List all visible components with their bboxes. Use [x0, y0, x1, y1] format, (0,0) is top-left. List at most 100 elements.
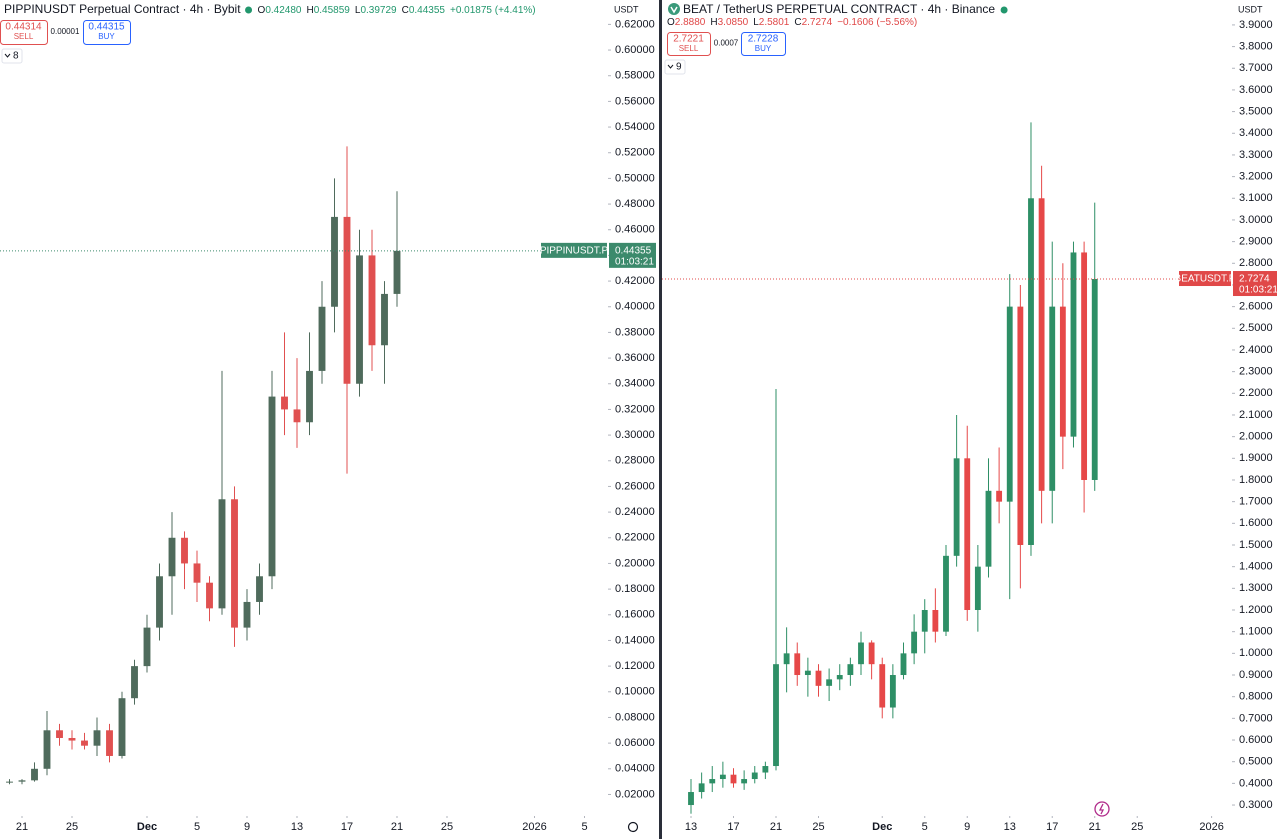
- candle-body: [953, 458, 960, 556]
- candle-body: [318, 306, 326, 371]
- y-tick-label: 1.7000: [1239, 496, 1273, 508]
- y-tick-label: 0.46000: [615, 224, 655, 236]
- candle-body: [1081, 252, 1088, 480]
- ohlc-value: 0.42480: [265, 5, 302, 16]
- x-tick-label: 17: [341, 821, 353, 833]
- x-tick-label: 21: [1089, 821, 1101, 833]
- buy-button[interactable]: [741, 32, 786, 56]
- y-tick-label: 0.04000: [615, 763, 655, 775]
- y-tick-label: 0.58000: [615, 70, 655, 82]
- y-tick-label: 1.0000: [1239, 647, 1273, 659]
- status-dot: [1000, 6, 1008, 14]
- beat-logo: [668, 3, 680, 15]
- x-tick-label: 25: [66, 821, 78, 833]
- x-tick-label: 9: [244, 821, 250, 833]
- ohlc-values: O2.8880 H3.0850 L2.5801 C2.7274 −0.1606 (−5.…: [667, 17, 917, 28]
- candle-body: [1028, 198, 1034, 545]
- sell-label: SELL: [679, 44, 699, 53]
- candle-body: [932, 610, 939, 632]
- x-tick-label: 21: [391, 821, 403, 833]
- y-tick-label: 0.38000: [615, 326, 655, 338]
- y-tick-label: 2.2000: [1239, 387, 1273, 399]
- candle-body: [751, 772, 758, 780]
- candle-body: [18, 780, 26, 782]
- ohlc-value: 0.44355: [409, 5, 446, 16]
- indicators-toggle[interactable]: [1, 48, 23, 64]
- candle-body: [815, 670, 822, 686]
- y-tick-label: 0.12000: [615, 660, 655, 672]
- candle-body: [996, 490, 1003, 502]
- indicator-count: 9: [676, 62, 682, 73]
- y-tick-label: 0.48000: [615, 198, 655, 210]
- sell-button[interactable]: [667, 32, 711, 56]
- y-tick-label: 0.56000: [615, 95, 655, 107]
- x-tick-label: 2026: [522, 821, 546, 833]
- candle-body: [131, 666, 138, 699]
- ohlc-value: 0.39729: [360, 5, 397, 16]
- candle-body: [783, 653, 790, 665]
- sell-button[interactable]: [0, 20, 48, 45]
- x-tick-label: 17: [727, 821, 739, 833]
- symbol-label-box: [1179, 271, 1231, 287]
- countdown: 01:03:21: [615, 256, 654, 267]
- sell-price: 2.7221: [673, 34, 704, 45]
- y-tick-label: 3.9000: [1239, 19, 1273, 31]
- ohlc-value: 2.8880: [675, 17, 706, 28]
- y-tick-label: 0.9000: [1239, 669, 1273, 681]
- candle-body: [974, 566, 981, 611]
- x-tick-label: 21: [770, 821, 782, 833]
- candle-body: [900, 653, 907, 676]
- candle-body: [168, 537, 176, 577]
- candle-body: [31, 768, 38, 781]
- y-tick-label: 0.50000: [615, 172, 655, 184]
- candle-body: [356, 255, 363, 384]
- candle-body: [381, 293, 388, 346]
- x-tick-label: 13: [1004, 821, 1016, 833]
- y-tick-label: 3.5000: [1239, 106, 1273, 118]
- candle-body: [879, 664, 886, 708]
- y-tick-label: 0.24000: [615, 506, 655, 518]
- y-tick-label: 0.40000: [615, 301, 655, 313]
- settings-icon[interactable]: [627, 821, 639, 833]
- chart-title: PIPPINUSDT Perpetual Contract · 4h · Byb…: [4, 2, 241, 16]
- panel-divider: [659, 0, 662, 839]
- candle-body: [826, 679, 833, 686]
- sell-label: SELL: [14, 32, 34, 41]
- ohlc-values: O0.42480 H0.45859 L0.39729 C0.44355 +0.01875…: [258, 5, 536, 16]
- chart-panel: 0.3000 0.4000 0.5000 0.6000 0.7000 0.8000 0.90…: [662, 2, 1278, 833]
- candle-body: [858, 642, 864, 665]
- y-tick-label: 2.5000: [1239, 322, 1273, 334]
- ohlc-value: 0.45859: [314, 5, 351, 16]
- candle-body: [698, 783, 705, 793]
- last-price: 0.44355: [615, 245, 652, 256]
- ohlc-letter: L: [355, 5, 361, 16]
- y-tick-label: 3.0000: [1239, 214, 1273, 226]
- buy-label: BUY: [755, 44, 772, 53]
- y-tick-label: 0.30000: [615, 429, 655, 441]
- candle-body: [231, 499, 238, 628]
- y-tick-label: 1.5000: [1239, 539, 1273, 551]
- ohlc-letter: H: [710, 17, 717, 28]
- candle-body: [964, 458, 971, 611]
- y-tick-label: 3.6000: [1239, 84, 1273, 96]
- y-tick-label: 0.7000: [1239, 712, 1273, 724]
- y-tick-label: 0.8000: [1239, 691, 1273, 703]
- candle-body: [243, 601, 251, 628]
- candle-body: [1049, 306, 1056, 491]
- y-tick-label: 3.4000: [1239, 127, 1273, 139]
- candle-body: [193, 563, 201, 583]
- candle-body: [943, 555, 949, 632]
- y-tick-label: 2.9000: [1239, 236, 1273, 248]
- candle-body: [1091, 279, 1098, 480]
- candle-body: [889, 675, 896, 708]
- buy-button[interactable]: [83, 20, 131, 45]
- lightning-icon[interactable]: [1094, 801, 1110, 817]
- symbol-label: PIPPINUSDT.P: [540, 245, 609, 256]
- symbol-label: BEATUSDT.P: [1175, 274, 1236, 285]
- x-tick-label: Dec: [872, 821, 892, 833]
- y-tick-label: 0.62000: [615, 18, 655, 30]
- y-tick-label: 0.28000: [615, 455, 655, 467]
- indicators-toggle[interactable]: [664, 59, 686, 75]
- status-dot: [245, 6, 253, 14]
- y-tick-label: 1.2000: [1239, 604, 1273, 616]
